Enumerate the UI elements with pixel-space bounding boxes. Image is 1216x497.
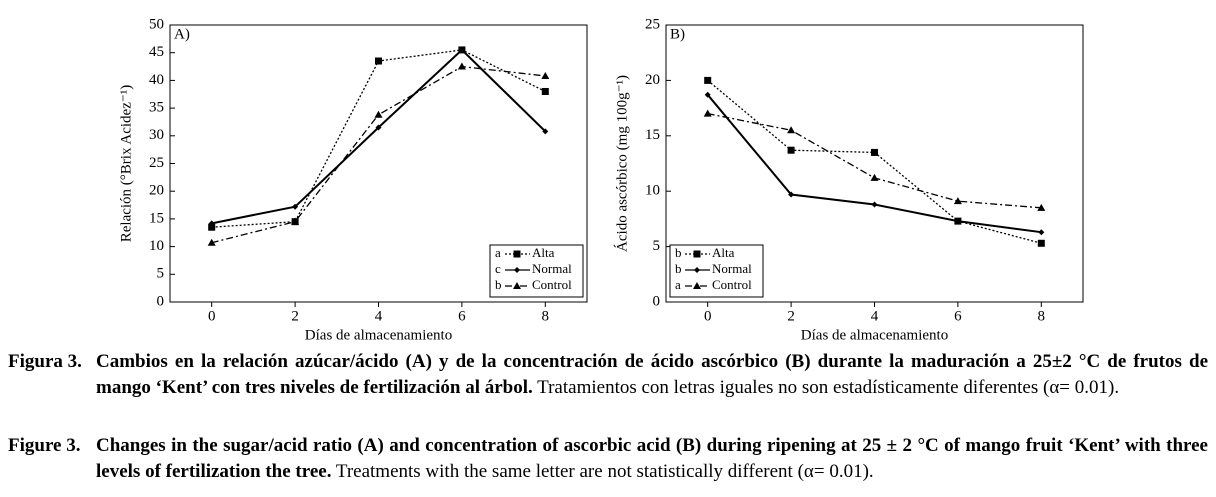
marker	[541, 71, 550, 79]
x-tick-label: 2	[291, 308, 299, 324]
x-tick-label: 0	[704, 308, 712, 324]
legend-letter: c	[495, 261, 501, 276]
legend-marker	[514, 267, 520, 273]
y-tick-label: 35	[149, 100, 164, 116]
legend-marker	[693, 250, 701, 258]
y-axis-label: Relación (°Brix Acidez⁻¹)	[118, 85, 134, 243]
x-tick-label: 8	[1038, 308, 1046, 324]
x-axis-label: Días de almacenamiento	[801, 327, 948, 343]
series-line	[707, 79, 1042, 244]
x-axis-label: Días de almacenamiento	[305, 327, 452, 343]
legend-letter: a	[495, 245, 501, 260]
x-tick-label: 6	[954, 308, 962, 324]
y-tick-label: 5	[157, 266, 165, 282]
caption-body: Changes in the sugar/acid ratio (A) and …	[96, 433, 1208, 485]
marker	[953, 197, 962, 205]
legend-label: Control	[712, 277, 752, 292]
caption-label: Figura 3.	[8, 351, 82, 372]
series-line	[211, 48, 546, 225]
legend-marker	[513, 250, 521, 258]
y-tick-label: 10	[149, 238, 164, 254]
legend-label: Alta	[532, 245, 555, 260]
y-tick-label: 10	[645, 183, 660, 199]
series-line	[211, 65, 546, 244]
y-tick-label: 45	[149, 44, 164, 60]
y-tick-label: 0	[653, 293, 661, 309]
caption-label: Figure 3.	[8, 435, 81, 456]
marker	[292, 203, 299, 210]
legend-letter: a	[675, 277, 681, 292]
legend-marker	[693, 282, 701, 289]
marker	[208, 223, 216, 231]
marker	[703, 109, 712, 117]
caption-bold: Changes in the sugar/acid ratio (A) and …	[96, 435, 1208, 482]
marker	[542, 128, 549, 135]
legend-marker	[694, 267, 700, 273]
marker	[375, 124, 382, 131]
x-tick-label: 0	[208, 308, 216, 324]
marker	[1038, 229, 1045, 236]
y-tick-label: 25	[149, 155, 164, 171]
caption: Figura 3. Cambios en la relación azúcar/…	[8, 349, 1208, 401]
legend-label: Normal	[712, 261, 752, 276]
panel-label: B)	[670, 26, 685, 42]
marker	[954, 218, 961, 225]
marker	[207, 238, 216, 246]
marker	[1037, 203, 1046, 211]
x-tick-label: 6	[458, 308, 466, 324]
caption-text: Tratamientos con letras iguales no son e…	[537, 377, 1120, 398]
caption: Figure 3. Changes in the sugar/acid rati…	[8, 433, 1208, 485]
x-tick-label: 2	[787, 308, 795, 324]
legend-marker	[513, 282, 521, 289]
marker	[704, 91, 711, 98]
x-tick-label: 4	[375, 308, 383, 324]
panel-label: A)	[174, 26, 190, 42]
y-tick-label: 5	[653, 238, 661, 254]
marker	[704, 76, 712, 84]
marker	[787, 126, 796, 134]
marker	[870, 173, 879, 181]
y-tick-label: 15	[645, 127, 660, 143]
y-tick-label: 0	[157, 293, 165, 309]
y-tick-label: 20	[645, 72, 660, 88]
legend-label: Control	[532, 277, 572, 292]
marker	[1037, 239, 1045, 247]
y-tick-label: 50	[149, 16, 164, 32]
legend-label: Alta	[712, 245, 735, 260]
marker	[291, 217, 300, 225]
marker	[458, 46, 465, 53]
y-tick-label: 20	[149, 183, 164, 199]
x-tick-label: 4	[871, 308, 879, 324]
marker	[457, 62, 466, 70]
marker	[208, 220, 215, 227]
marker	[541, 87, 549, 95]
marker	[788, 191, 795, 198]
legend-letter: b	[495, 277, 502, 292]
x-tick-label: 8	[542, 308, 550, 324]
marker	[374, 110, 383, 118]
caption-text: Treatments with the same letter are not …	[335, 461, 874, 482]
y-tick-label: 25	[645, 16, 660, 32]
marker	[787, 146, 795, 154]
y-tick-label: 15	[149, 210, 164, 226]
marker	[871, 148, 878, 156]
y-axis-label: Ácido ascórbico (mg 100g⁻¹)	[613, 75, 630, 252]
caption-body: Cambios en la relación azúcar/ácido (A) …	[96, 349, 1208, 401]
marker	[871, 201, 878, 208]
legend-letter: b	[675, 261, 682, 276]
series-line	[707, 113, 1042, 209]
series-line	[211, 49, 546, 228]
legend-letter: b	[675, 245, 682, 260]
y-tick-label: 40	[149, 72, 164, 88]
marker	[375, 57, 382, 65]
caption-bold: Cambios en la relación azúcar/ácido (A) …	[96, 351, 1208, 398]
series-line	[706, 94, 1042, 234]
y-tick-label: 30	[149, 127, 164, 143]
legend-label: Normal	[532, 261, 572, 276]
